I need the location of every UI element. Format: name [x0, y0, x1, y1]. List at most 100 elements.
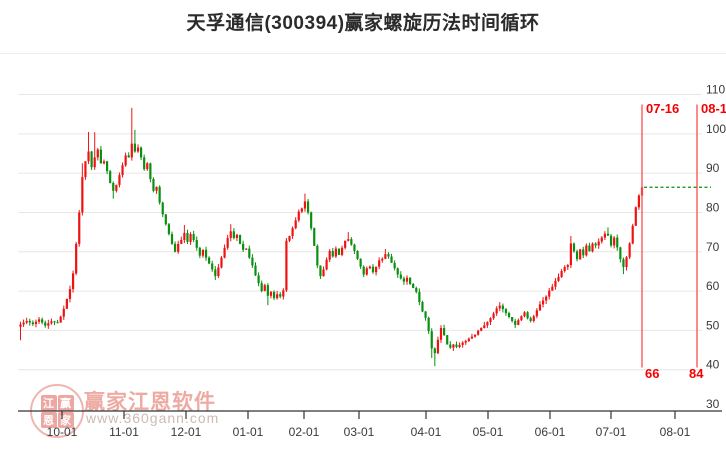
candle: [71, 273, 75, 290]
candle: [600, 237, 603, 242]
candle: [310, 212, 313, 229]
candle: [579, 249, 582, 260]
candle: [164, 214, 167, 225]
candle: [25, 320, 28, 323]
candle: [541, 300, 545, 305]
candle: [248, 248, 251, 258]
watermark-logo-char: 恩: [40, 411, 57, 428]
candle: [124, 155, 127, 166]
candle: [319, 265, 322, 277]
candle: [84, 161, 87, 178]
candle: [313, 228, 316, 246]
candle: [59, 316, 62, 323]
candle: [229, 231, 232, 238]
candle: [198, 247, 201, 256]
candle: [501, 305, 504, 310]
candle: [591, 243, 594, 252]
y-axis-label: 90: [706, 161, 720, 175]
candle: [356, 250, 359, 259]
candle: [340, 247, 344, 255]
candle: [269, 291, 273, 296]
candle: [204, 249, 208, 258]
candle: [517, 320, 520, 325]
candle: [436, 339, 440, 354]
candle: [235, 234, 239, 238]
candle: [22, 322, 25, 325]
candle: [421, 302, 424, 312]
candle: [532, 316, 535, 321]
candle: [31, 322, 34, 325]
candle: [226, 237, 229, 248]
candle: [473, 334, 477, 337]
candle: [467, 338, 470, 341]
candle: [285, 240, 288, 291]
candle: [619, 247, 622, 260]
title-divider: [0, 53, 726, 54]
candle: [365, 268, 368, 275]
candle: [127, 155, 130, 158]
candle: [279, 294, 282, 297]
candle: [133, 143, 137, 152]
candle: [393, 262, 396, 269]
candle: [504, 309, 508, 314]
candle: [353, 244, 356, 251]
candle: [109, 171, 112, 183]
candle: [220, 257, 223, 268]
candle: [99, 149, 102, 164]
candle: [551, 286, 554, 291]
candle: [396, 268, 399, 275]
candle: [455, 344, 458, 347]
candle: [480, 328, 483, 331]
candle: [613, 237, 616, 246]
x-axis-label: 03-01: [344, 425, 375, 439]
candle: [418, 291, 421, 303]
candle: [402, 278, 406, 282]
cycle-count-label: 84: [689, 366, 704, 381]
candle: [412, 283, 415, 288]
candle: [136, 147, 140, 152]
candle: [177, 243, 180, 252]
candle: [538, 304, 542, 311]
candle: [430, 331, 433, 349]
candle: [245, 248, 248, 250]
candle: [384, 254, 387, 259]
cycle-date-label: 07-16: [646, 101, 679, 116]
cycle-count-label: 66: [645, 366, 659, 381]
candle: [443, 328, 446, 336]
y-axis-label: 100: [706, 122, 726, 136]
candle: [291, 228, 294, 237]
candle: [381, 258, 384, 261]
candle: [41, 319, 44, 323]
candle: [121, 165, 124, 176]
candle: [545, 296, 548, 301]
candle: [102, 161, 106, 164]
candle: [350, 239, 353, 245]
candle: [507, 313, 511, 318]
candle: [251, 257, 254, 266]
candle: [118, 175, 121, 185]
candle: [634, 207, 637, 226]
x-axis-label: 01-01: [233, 425, 264, 439]
candle: [78, 212, 81, 244]
candle: [180, 239, 183, 244]
candle: [637, 195, 640, 208]
candle: [282, 290, 285, 297]
candle: [53, 321, 56, 323]
candle: [130, 143, 133, 158]
candle: [575, 251, 579, 260]
candle: [266, 285, 269, 296]
y-axis-label: 60: [706, 279, 720, 293]
candle: [560, 271, 563, 277]
candle: [211, 263, 214, 270]
candle: [483, 325, 486, 329]
candle: [609, 235, 613, 246]
candle: [56, 322, 59, 324]
y-axis-label: 50: [706, 318, 720, 332]
candle: [214, 269, 217, 277]
candle: [192, 234, 195, 240]
candle: [470, 336, 474, 339]
candle: [257, 275, 260, 284]
candle: [554, 280, 557, 287]
candle: [294, 220, 297, 229]
